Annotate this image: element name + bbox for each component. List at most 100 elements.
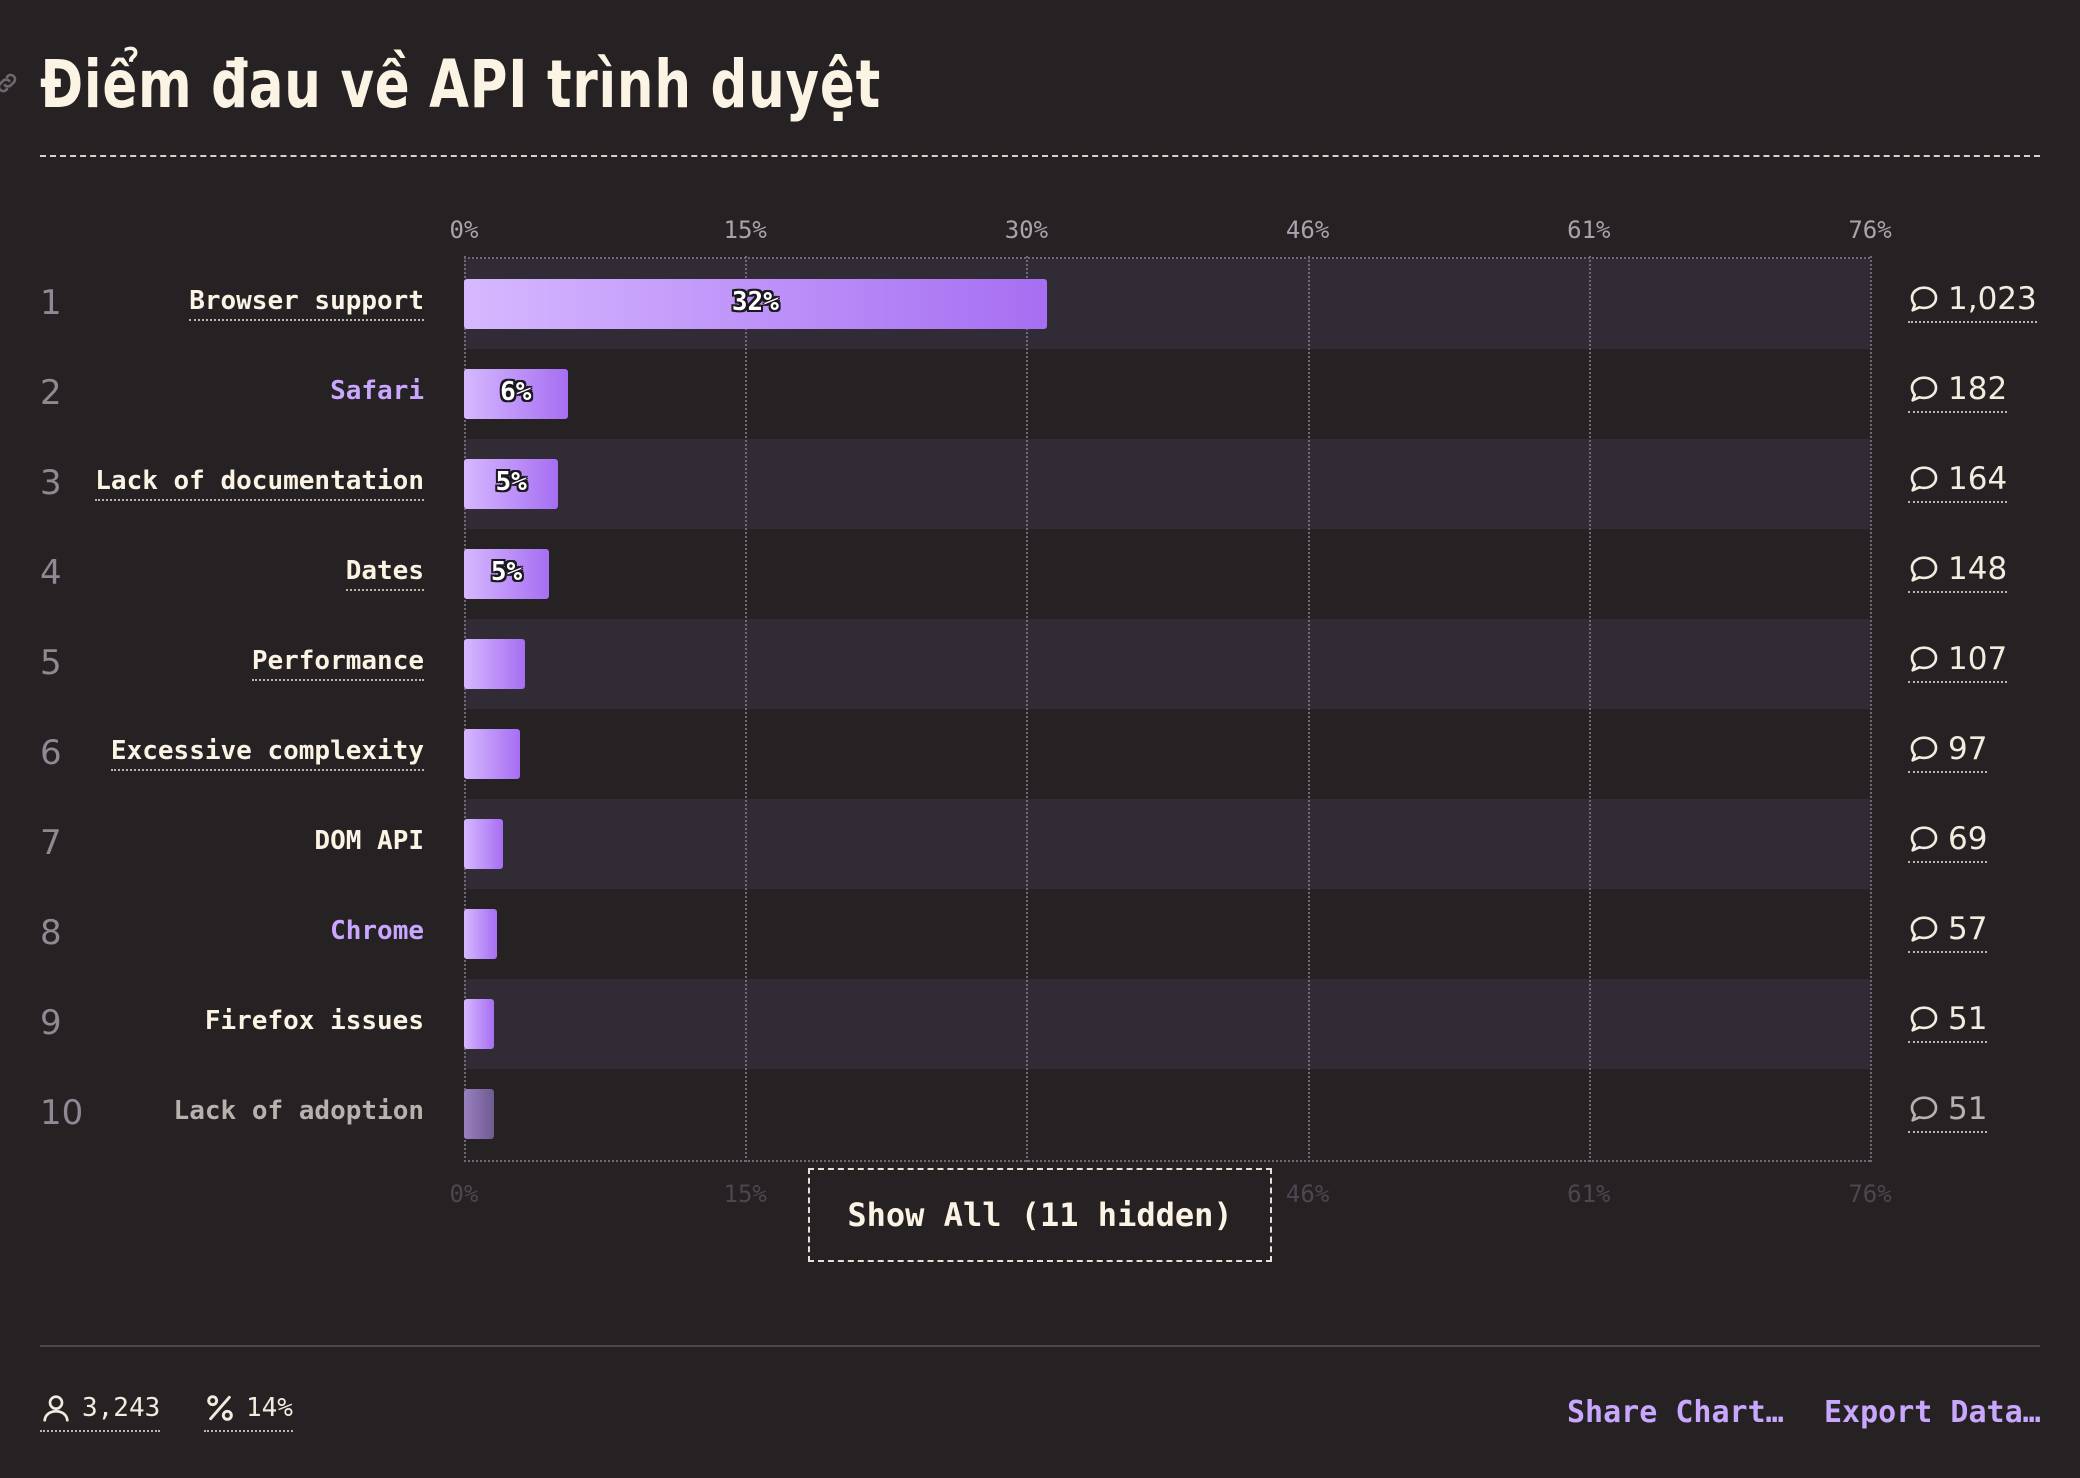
rank-number: 8 xyxy=(40,913,62,953)
response-count[interactable]: 1,023 xyxy=(1908,281,2037,323)
respondents-stat[interactable]: 3,243 xyxy=(40,1392,161,1432)
bar-value-label: 6% xyxy=(500,377,532,407)
comment-icon xyxy=(1910,1096,1938,1122)
percentage-value: 14% xyxy=(246,1393,293,1423)
percent-icon xyxy=(207,1395,233,1421)
response-count[interactable]: 51 xyxy=(1908,1001,1988,1043)
x-axis-bottom-line xyxy=(464,1160,1870,1162)
category-label[interactable]: DOM API xyxy=(314,826,424,856)
response-count[interactable]: 182 xyxy=(1908,371,2008,413)
x-tick-label-top: 76% xyxy=(1848,216,1892,244)
comment-icon xyxy=(1910,286,1938,312)
response-count[interactable]: 164 xyxy=(1908,461,2008,503)
row-band xyxy=(464,529,1870,619)
row-band xyxy=(464,889,1870,979)
show-all-button[interactable]: Show All (11 hidden) xyxy=(808,1168,1272,1262)
rank-number: 3 xyxy=(40,463,62,503)
user-icon xyxy=(43,1395,69,1422)
row-band xyxy=(464,349,1870,439)
export-data-link[interactable]: Export Data… xyxy=(1824,1395,2041,1430)
x-tick-label-top: 0% xyxy=(449,216,479,244)
rank-number: 4 xyxy=(40,553,62,593)
category-label[interactable]: Excessive complexity xyxy=(110,736,424,771)
response-count[interactable]: 107 xyxy=(1908,641,2008,683)
x-tick-label-top: 61% xyxy=(1567,216,1611,244)
response-count-value: 57 xyxy=(1948,911,1988,947)
comment-icon xyxy=(1910,1006,1938,1032)
bar-value-label: 5% xyxy=(490,557,523,587)
row-band xyxy=(464,709,1870,799)
bar[interactable] xyxy=(464,459,559,509)
gridline xyxy=(464,256,466,1162)
category-label[interactable]: Lack of documentation xyxy=(95,466,424,501)
gridline xyxy=(1588,256,1591,1162)
gridline xyxy=(1870,256,1872,1162)
category-label[interactable]: Safari xyxy=(330,376,424,406)
row-band xyxy=(464,439,1870,529)
x-axis-top-line xyxy=(464,257,1870,259)
category-label[interactable]: Firefox issues xyxy=(204,1006,424,1036)
bar[interactable] xyxy=(464,369,568,419)
response-count-value: 1,023 xyxy=(1948,281,2037,317)
bar[interactable] xyxy=(464,639,526,689)
bar[interactable] xyxy=(464,909,498,959)
response-count[interactable]: 51 xyxy=(1908,1091,1988,1133)
response-count-value: 51 xyxy=(1948,1001,1988,1037)
category-label[interactable]: Lack of adoption xyxy=(173,1096,424,1126)
rank-number: 10 xyxy=(40,1093,84,1133)
category-label[interactable]: Browser support xyxy=(189,286,424,321)
response-count-value: 107 xyxy=(1948,641,2008,677)
x-tick-label-bottom: 0% xyxy=(449,1180,479,1208)
response-count[interactable]: 97 xyxy=(1908,731,1988,773)
x-tick-label-bottom: 15% xyxy=(723,1180,767,1208)
rank-number: 2 xyxy=(40,373,62,413)
response-count[interactable]: 69 xyxy=(1908,821,1988,863)
x-tick-label-top: 15% xyxy=(723,216,767,244)
link-icon[interactable] xyxy=(0,70,20,96)
row-band xyxy=(464,619,1870,709)
bar[interactable] xyxy=(464,549,550,599)
rank-number: 9 xyxy=(40,1003,62,1043)
bar[interactable] xyxy=(464,819,503,869)
bar[interactable] xyxy=(464,1089,494,1139)
x-tick-label-bottom: 61% xyxy=(1567,1180,1611,1208)
bar[interactable] xyxy=(464,729,520,779)
gridline xyxy=(1307,256,1310,1162)
comment-icon xyxy=(1910,466,1938,492)
gridline xyxy=(1026,256,1029,1162)
response-count[interactable]: 148 xyxy=(1908,551,2008,593)
bar[interactable] xyxy=(464,999,494,1049)
bar-value-label: 5% xyxy=(495,467,527,497)
x-tick-label-bottom: 76% xyxy=(1848,1180,1892,1208)
gridline xyxy=(745,256,748,1162)
category-label[interactable]: Performance xyxy=(251,646,424,681)
rank-number: 6 xyxy=(40,733,62,773)
row-band xyxy=(464,799,1870,889)
response-count-value: 97 xyxy=(1948,731,1988,767)
x-tick-label-top: 30% xyxy=(1004,216,1049,244)
row-band xyxy=(464,1069,1870,1159)
comment-icon xyxy=(1910,646,1938,672)
x-tick-label-bottom: 46% xyxy=(1285,1180,1330,1208)
chart-title: Điểm đau về API trình duyệt xyxy=(40,46,881,123)
response-count-value: 69 xyxy=(1948,821,1988,857)
percentage-stat[interactable]: 14% xyxy=(204,1392,293,1432)
comment-icon xyxy=(1910,376,1938,402)
bar-value-label: 32% xyxy=(731,287,779,317)
bar[interactable] xyxy=(464,279,1047,329)
title-divider xyxy=(40,155,2040,157)
comment-icon xyxy=(1910,916,1938,942)
category-label[interactable]: Dates xyxy=(345,556,424,591)
response-count[interactable]: 57 xyxy=(1908,911,1988,953)
rank-number: 5 xyxy=(40,643,62,683)
share-chart-link[interactable]: Share Chart… xyxy=(1567,1395,1784,1430)
response-count-value: 51 xyxy=(1948,1091,1988,1127)
comment-icon xyxy=(1910,556,1938,582)
respondents-count: 3,243 xyxy=(82,1393,161,1423)
x-tick-label-top: 46% xyxy=(1285,216,1330,244)
category-label[interactable]: Chrome xyxy=(330,916,424,946)
footer-divider xyxy=(40,1345,2040,1347)
response-count-value: 148 xyxy=(1948,551,2008,587)
comment-icon xyxy=(1910,826,1938,852)
